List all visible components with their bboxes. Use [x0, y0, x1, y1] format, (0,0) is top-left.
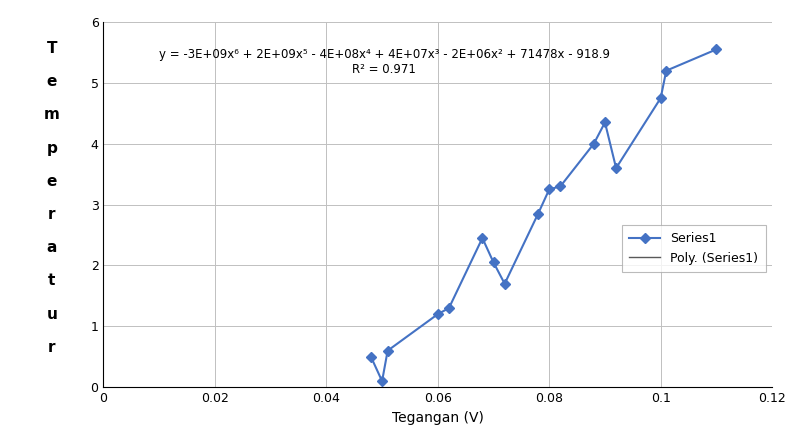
- Text: r: r: [48, 207, 56, 222]
- Series1: [444, 305, 454, 311]
- Series1: [377, 378, 387, 384]
- Text: T: T: [46, 41, 57, 56]
- Text: m: m: [44, 107, 60, 122]
- X-axis label: Tegangan (V): Tegangan (V): [392, 411, 484, 425]
- Series1: [589, 141, 599, 147]
- Series1: [544, 187, 554, 192]
- Series1: [433, 312, 443, 317]
- Text: u: u: [46, 307, 57, 322]
- Series1: [600, 120, 610, 125]
- Line: Series1: Series1: [368, 46, 720, 385]
- Series1: [383, 348, 392, 353]
- Series1: [556, 184, 565, 189]
- Text: e: e: [46, 174, 57, 189]
- Text: a: a: [46, 240, 57, 255]
- Series1: [611, 165, 621, 171]
- Text: t: t: [48, 273, 56, 289]
- Series1: [656, 95, 665, 101]
- Series1: [712, 47, 721, 52]
- Series1: [500, 281, 509, 286]
- Series1: [478, 235, 487, 241]
- Series1: [533, 211, 543, 216]
- Text: y = -3E+09x⁶ + 2E+09x⁵ - 4E+08x⁴ + 4E+07x³ - 2E+06x² + 71478x - 918.9
R² = 0.971: y = -3E+09x⁶ + 2E+09x⁵ - 4E+08x⁴ + 4E+07…: [159, 48, 610, 76]
- Series1: [661, 68, 671, 73]
- Text: e: e: [46, 74, 57, 89]
- Series1: [366, 354, 376, 359]
- Text: p: p: [46, 141, 57, 156]
- Legend: Series1, Poly. (Series1): Series1, Poly. (Series1): [622, 225, 766, 272]
- Text: r: r: [48, 340, 56, 355]
- Series1: [489, 260, 498, 265]
